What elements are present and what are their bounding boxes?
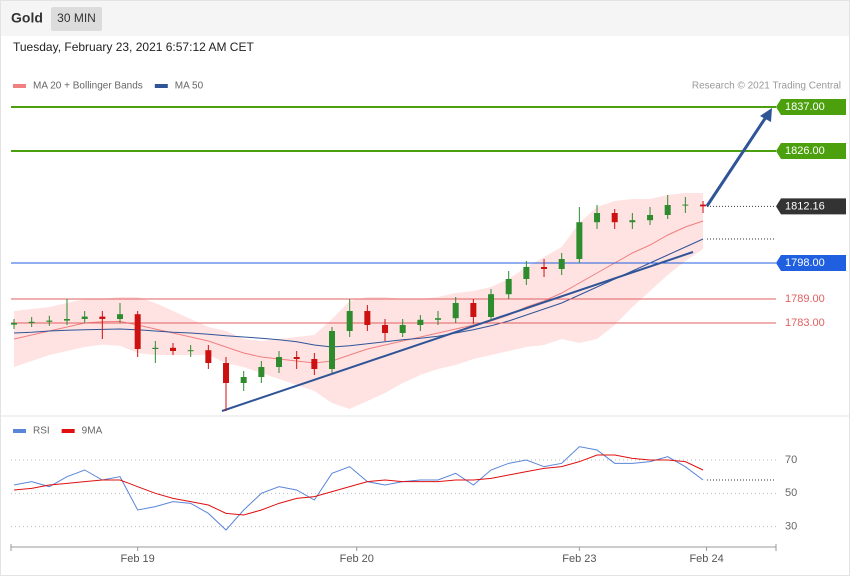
candle-body bbox=[594, 213, 601, 223]
level-label: 1826.00 bbox=[785, 145, 825, 157]
x-tick-label: Feb 19 bbox=[121, 553, 155, 565]
candle-body bbox=[523, 267, 530, 279]
candle-body bbox=[258, 367, 265, 377]
last-price-label: 1812.16 bbox=[785, 200, 825, 212]
y-tick-label: 50 bbox=[785, 487, 797, 499]
candle-body bbox=[46, 320, 53, 322]
candle-body bbox=[435, 318, 442, 320]
interval-badge[interactable] bbox=[51, 7, 102, 31]
candle-body bbox=[223, 363, 230, 383]
level-label: 1783.00 bbox=[785, 317, 825, 329]
arrow-head bbox=[760, 108, 772, 122]
candle-body bbox=[541, 267, 548, 269]
credit: Research © 2021 Trading Central bbox=[692, 81, 841, 92]
candle-body bbox=[28, 321, 35, 323]
candle-body bbox=[682, 204, 689, 206]
candle-body bbox=[700, 204, 707, 207]
candle-body bbox=[117, 314, 124, 319]
legend-label: MA 20 + Bollinger Bands bbox=[33, 81, 143, 92]
level-label: 1798.00 bbox=[785, 257, 825, 269]
candle-body bbox=[488, 294, 495, 317]
candle-body bbox=[329, 331, 336, 369]
candle-body bbox=[311, 359, 318, 369]
x-tick-label: Feb 24 bbox=[689, 553, 723, 565]
candle-body bbox=[293, 357, 300, 359]
legend-label: MA 50 bbox=[175, 81, 204, 92]
candle-body bbox=[81, 316, 88, 319]
candle-body bbox=[629, 220, 636, 223]
header-bar bbox=[1, 1, 849, 36]
x-tick-label: Feb 23 bbox=[562, 553, 596, 565]
candle-body bbox=[452, 303, 459, 319]
candle-body bbox=[664, 205, 671, 215]
last-price-tag bbox=[776, 198, 846, 215]
level-tag bbox=[776, 255, 846, 271]
candle-body bbox=[346, 311, 353, 331]
title: Gold bbox=[11, 10, 43, 26]
candle-body bbox=[417, 319, 424, 325]
legend-swatch bbox=[61, 429, 75, 433]
line-series bbox=[13, 454, 704, 516]
candle-body bbox=[470, 303, 477, 317]
level-label: 1837.00 bbox=[785, 101, 825, 113]
trendline bbox=[221, 251, 694, 412]
candle-body bbox=[187, 350, 194, 352]
legend-label: 9MA bbox=[82, 426, 103, 437]
candle-body bbox=[205, 350, 212, 363]
forecast-arrow bbox=[705, 116, 768, 207]
timestamp: Tuesday, February 23, 2021 6:57:12 AM CE… bbox=[13, 40, 254, 54]
candle-body bbox=[382, 325, 389, 333]
level-tag bbox=[776, 99, 846, 115]
y-tick-label: 70 bbox=[785, 454, 797, 466]
moving-average bbox=[13, 238, 704, 348]
candle-body bbox=[399, 325, 406, 333]
candle-body bbox=[558, 259, 565, 269]
candle-body bbox=[134, 314, 141, 349]
candle-body bbox=[364, 311, 371, 325]
candle-body bbox=[647, 215, 654, 221]
candle-body bbox=[152, 347, 159, 349]
candle-body bbox=[170, 347, 177, 351]
interval[interactable]: 30 MIN bbox=[57, 11, 96, 25]
level-label: 1789.00 bbox=[785, 293, 825, 305]
x-tick-label: Feb 20 bbox=[340, 553, 374, 565]
bollinger-band bbox=[14, 193, 704, 409]
candle-body bbox=[11, 323, 18, 325]
candle-body bbox=[99, 316, 106, 319]
line-series bbox=[13, 446, 704, 531]
legend-label: RSI bbox=[33, 426, 50, 437]
level-tag bbox=[776, 143, 846, 159]
legend-swatch bbox=[13, 429, 26, 433]
candle-body bbox=[576, 222, 583, 259]
y-tick-label: 30 bbox=[785, 521, 797, 533]
legend-swatch bbox=[13, 84, 26, 88]
candle-body bbox=[505, 279, 512, 295]
candle-body bbox=[611, 213, 618, 223]
candle-body bbox=[276, 357, 283, 367]
candle-body bbox=[240, 377, 247, 383]
legend-swatch bbox=[154, 84, 168, 88]
candle-body bbox=[64, 319, 71, 321]
